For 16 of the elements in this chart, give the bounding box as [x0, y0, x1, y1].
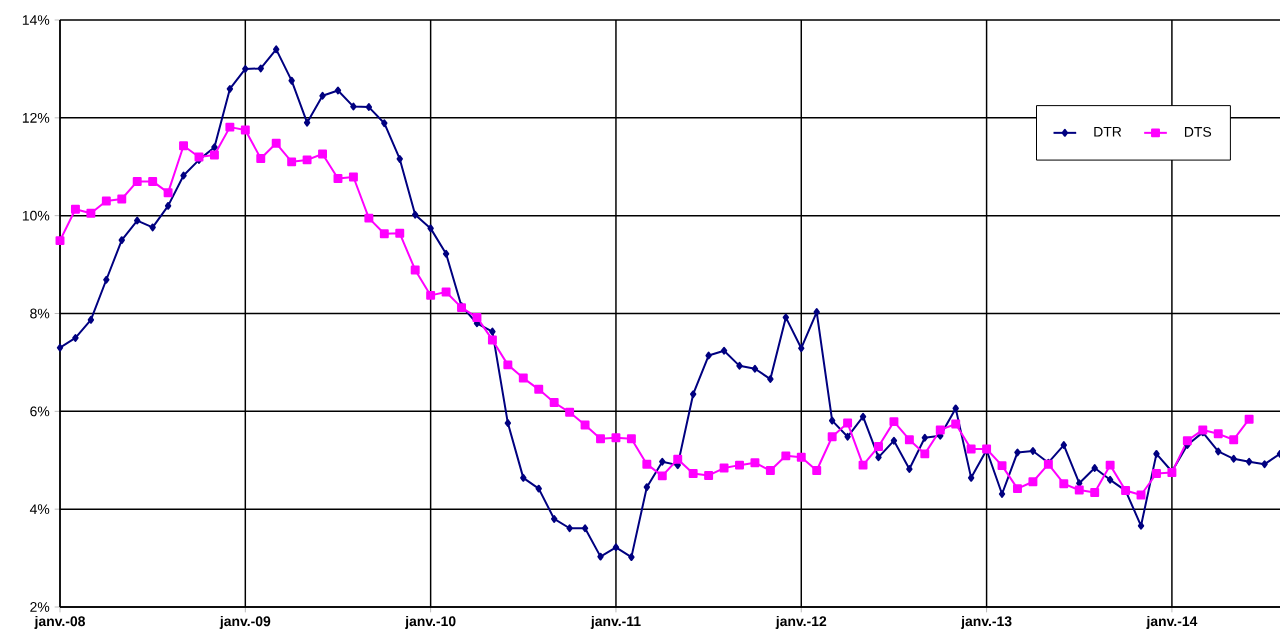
legend-label: DTR — [1094, 127, 1122, 137]
x-tick-label: janv.-10 — [404, 615, 456, 629]
y-tick-label: 2% — [30, 602, 50, 612]
x-tick-label: janv.-09 — [219, 615, 271, 629]
x-tick-label: janv.-12 — [775, 615, 827, 629]
y-tick-label: 4% — [29, 504, 50, 515]
y-tick-label: 8% — [30, 308, 50, 319]
y-tick-label: 12% — [22, 112, 50, 123]
x-tick-label: janv.-14 — [1146, 615, 1198, 629]
legend-label: DTS — [1184, 126, 1212, 137]
y-tick-label: 14% — [22, 15, 50, 25]
x-tick-label: janv.-11 — [590, 615, 641, 629]
y-tick-label: 6% — [30, 406, 50, 417]
x-tick-label: janv.-13 — [960, 615, 1012, 629]
y-tick-label: 10% — [22, 210, 50, 221]
x-tick-label: janv.-08 — [34, 615, 86, 629]
